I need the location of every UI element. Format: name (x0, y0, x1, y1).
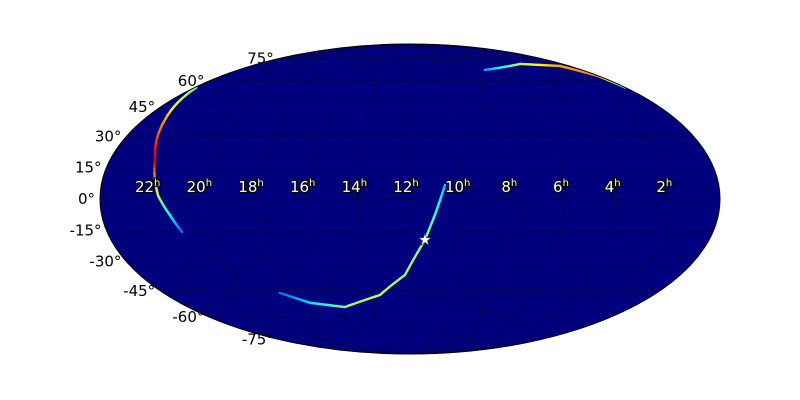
meridian-gridline (409, 44, 566, 354)
meridian-gridline (306, 44, 411, 354)
ra-tick-label: 22h (135, 178, 160, 196)
dec-tick-label: -45° (123, 282, 155, 300)
ra-tick-label: 2h (656, 178, 672, 196)
ra-tick-labels: 22h 20h 18h 16h 14h 12h 10h 8h 6h 4h 2h (134, 177, 674, 197)
ra-tick-label: 18h (238, 178, 263, 196)
dec-tick-label: 45° (129, 98, 156, 116)
meridian-gridline (202, 44, 411, 354)
ra-tick-label: 14h (342, 178, 367, 196)
dec-tick-label: -75° (242, 330, 274, 348)
ra-tick-label: 8h (501, 178, 517, 196)
ra-tick-label: 4h (605, 178, 621, 196)
map-border (99, 43, 721, 355)
dec-tick-label: -15° (70, 222, 102, 240)
meridian-gridline (357, 44, 411, 354)
arc-segment (278, 291, 285, 296)
meridian-gridline (409, 44, 463, 354)
meridian-gridline (254, 44, 411, 354)
dec-tick-labels: 75° 60° 45° 30° 15° 0° -15° -30°-45° -60° -75° (70, 50, 274, 349)
ra-tick-label: 10h (445, 178, 470, 196)
star-icon (417, 232, 432, 246)
dec-tick-label: -60° (172, 308, 204, 326)
dec-tick-label: 0° (78, 190, 95, 208)
dec-tick-label: 75° (247, 50, 274, 68)
meridian-gridline (409, 44, 514, 354)
ra-tick-label: 12h (393, 178, 418, 196)
meridian-gridline (151, 44, 411, 354)
graticule (100, 44, 720, 354)
dec-tick-label: 15° (75, 158, 102, 176)
dec-tick-label: 60° (178, 72, 205, 90)
map-background (100, 44, 720, 354)
star-marker (417, 232, 432, 246)
meridian-gridline (409, 44, 669, 354)
ra-tick-label: 6h (553, 178, 569, 196)
meridian-gridline (409, 44, 618, 354)
dec-tick-label: -30° (89, 253, 121, 271)
arc-segment (179, 228, 184, 234)
dec-tick-label: 30° (95, 127, 122, 145)
ra-tick-label: 16h (290, 178, 315, 196)
ra-tick-label: 20h (187, 178, 212, 196)
